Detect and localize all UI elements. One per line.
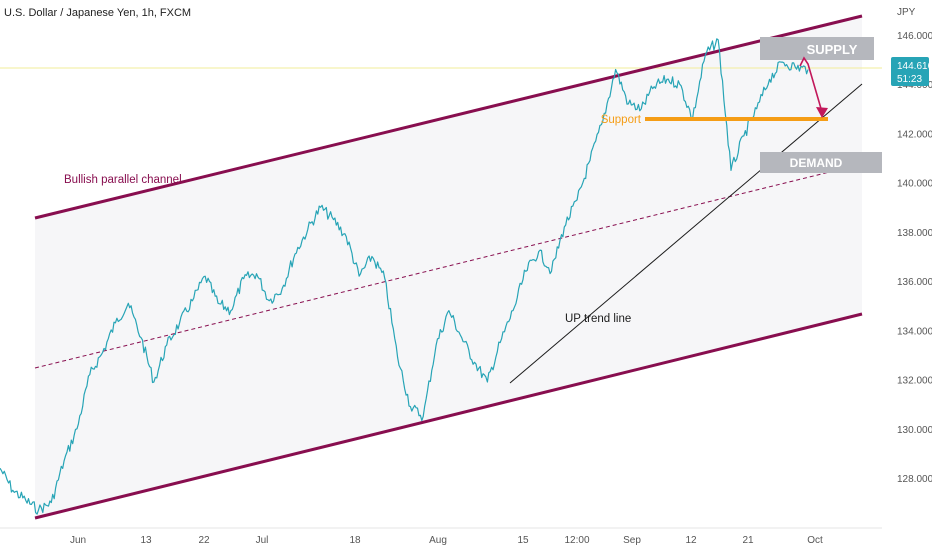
support-label: Support — [601, 114, 642, 126]
y-tick-label: 136.000 — [897, 277, 932, 288]
y-tick-label: 146.000 — [897, 31, 932, 42]
channel-lower-line[interactable] — [34, 312, 863, 520]
channel-mid-line[interactable] — [34, 163, 863, 369]
x-tick-label: Jul — [256, 535, 269, 546]
x-tick-label: 22 — [198, 535, 210, 546]
time-axis[interactable]: Jun 13 22 Jul 18 Aug 15 12:00 Sep 12 21 Oct — [70, 535, 823, 546]
y-tick-label: 128.000 — [897, 474, 932, 485]
y-tick-label: 140.000 — [897, 179, 932, 190]
price-series-line[interactable] — [0, 38, 809, 515]
x-tick-label: 15 — [517, 535, 529, 546]
last-price-value: 144.616 — [897, 61, 932, 72]
channel-label: Bullish parallel channel — [64, 174, 182, 186]
supply-label: SUPPLY — [807, 42, 858, 57]
channel-upper-line[interactable] — [34, 14, 863, 220]
x-tick-label: Jun — [70, 535, 86, 546]
demand-zone[interactable] — [760, 152, 882, 173]
y-tick-label: 142.000 — [897, 129, 932, 140]
y-tick-label: 132.000 — [897, 376, 932, 387]
x-tick-label: 13 — [140, 535, 152, 546]
x-tick-label: Sep — [623, 535, 641, 546]
last-price-badge — [891, 57, 929, 86]
supply-zone[interactable] — [760, 37, 874, 60]
up-trend-line[interactable] — [509, 83, 863, 384]
channel-fill — [35, 16, 862, 518]
projection-path — [799, 56, 823, 113]
y-tick-label: 130.000 — [897, 425, 932, 436]
x-tick-label: 21 — [742, 535, 754, 546]
chart-title: U.S. Dollar / Japanese Yen, 1h, FXCM — [4, 7, 191, 19]
x-tick-label: 12:00 — [564, 535, 589, 546]
y-tick-label: 134.000 — [897, 326, 932, 337]
demand-label: DEMAND — [790, 156, 843, 170]
projection-arrowhead-icon — [816, 107, 828, 118]
x-tick-label: 18 — [349, 535, 361, 546]
trend-label: UP trend line — [565, 313, 631, 325]
currency-label: JPY — [897, 7, 916, 18]
x-tick-label: 12 — [685, 535, 697, 546]
x-tick-label: Aug — [429, 535, 447, 546]
y-tick-label: 138.000 — [897, 228, 932, 239]
x-tick-label: Oct — [807, 535, 823, 546]
countdown-value: 51:23 — [897, 74, 922, 85]
